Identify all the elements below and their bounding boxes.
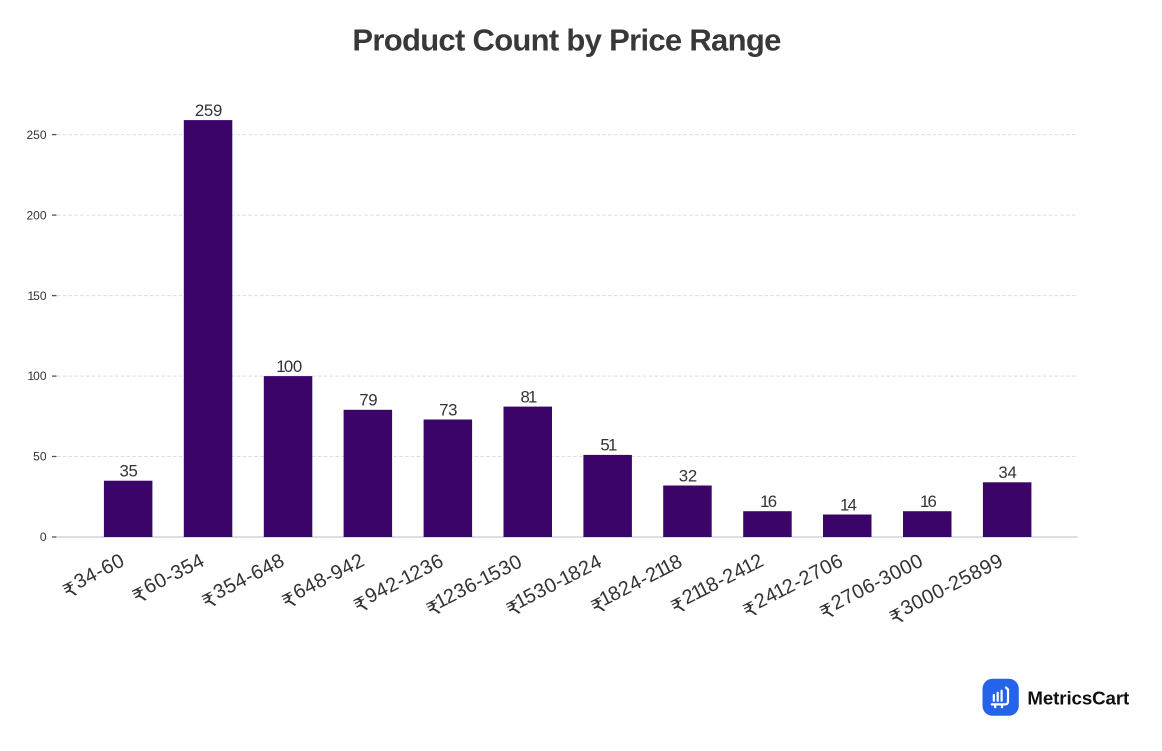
svg-text:14: 14 [840,495,857,514]
svg-text:MetricsCart: MetricsCart [1027,687,1129,708]
svg-text:150: 150 [28,289,47,303]
svg-text:50: 50 [33,450,47,464]
svg-text:35: 35 [120,462,138,481]
svg-text:51: 51 [600,436,617,455]
svg-text:200: 200 [26,208,46,222]
svg-text:34: 34 [998,463,1016,482]
svg-text:100: 100 [276,357,302,376]
svg-text:79: 79 [359,391,377,410]
svg-text:0: 0 [40,530,47,544]
svg-text:16: 16 [760,492,777,511]
svg-text:16: 16 [920,492,937,511]
svg-text:250: 250 [26,128,46,142]
svg-text:73: 73 [439,400,457,419]
svg-text:81: 81 [520,387,537,406]
svg-text:Product Count by Price Range: Product Count by Price Range [352,23,781,58]
svg-text:259: 259 [195,101,222,120]
svg-text:32: 32 [679,466,697,485]
svg-text:100: 100 [28,369,47,383]
